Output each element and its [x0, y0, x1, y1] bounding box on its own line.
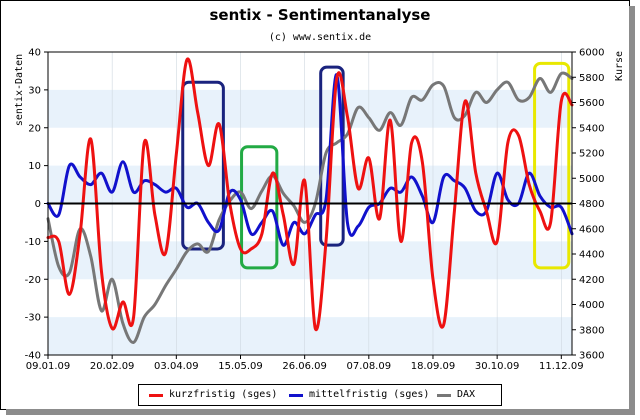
y-tick-label-right: 5800: [579, 73, 604, 84]
x-tick-label: 09.01.09: [26, 361, 71, 372]
series-line-mittelfristig: [46, 73, 574, 247]
series-line-dax: [46, 71, 574, 344]
grid-band: [48, 317, 572, 355]
y-tick-label-right: 6000: [579, 48, 604, 59]
x-tick-label: 30.10.09: [475, 361, 520, 372]
x-tick-label: 11.12.09: [539, 361, 584, 372]
series-lines: [46, 57, 574, 344]
frame-shadow-right: [629, 6, 635, 410]
legend-swatch-kurzfristig: [149, 394, 163, 397]
x-tick-label: 15.05.09: [218, 361, 263, 372]
y-tick-label-right: 4800: [579, 199, 604, 210]
y-tick-label-left: -40: [25, 351, 41, 362]
y-axis-title-left: sentix-Daten: [14, 54, 25, 126]
highlight-box-4: [533, 61, 571, 270]
legend-label-mittelfristig: mittelfristig (sges): [309, 389, 430, 400]
y-tick-label-right: 4600: [579, 224, 604, 235]
legend: kurzfristig (sges) mittelfristig (sges) …: [138, 384, 502, 406]
y-tick-label-left: 30: [28, 85, 41, 96]
x-tick-label: 07.08.09: [347, 361, 392, 372]
y-tick-label-right: 5600: [579, 98, 604, 109]
y-axis-title-right: Kurse: [614, 51, 625, 81]
y-tick-label-right: 5000: [579, 174, 604, 185]
y-ticks-left: 40 30 20 10 0 -10 -20 -30 -40: [25, 48, 48, 362]
y-tick-label-right: 4000: [579, 300, 604, 311]
legend-swatch-dax: [437, 394, 451, 397]
x-tick-label: 18.09.09: [411, 361, 456, 372]
y-tick-label-left: 40: [28, 48, 41, 59]
y-tick-label-right: 4400: [579, 250, 604, 261]
y-tick-label-left: -20: [25, 275, 41, 286]
y-tick-label-left: 10: [28, 161, 41, 172]
y-ticks-right: 6000 5800 5600 5400 5200 5000 4800 4600 4400 4200…: [572, 48, 604, 362]
y-tick-label-left: 20: [28, 123, 41, 134]
legend-label-kurzfristig: kurzfristig (sges): [169, 389, 278, 400]
x-tick-label: 20.02.09: [90, 361, 135, 372]
x-ticks: 09.01.09 20.02.09 03.04.09 15.05.09 26.06.09…: [26, 355, 584, 372]
frame-shadow-bottom: [6, 409, 635, 415]
series-line-kurzfristig: [46, 57, 574, 332]
x-tick-label: 26.06.09: [282, 361, 327, 372]
y-tick-label-right: 5200: [579, 149, 604, 160]
y-tick-label-left: -30: [25, 313, 41, 324]
grid-band: [48, 165, 572, 204]
legend-label-dax: DAX: [457, 389, 476, 400]
y-tick-label-right: 4200: [579, 275, 604, 286]
y-tick-label-right: 5400: [579, 123, 604, 134]
y-tick-label-left: 0: [35, 199, 41, 210]
x-tick-label: 03.04.09: [154, 361, 199, 372]
grid-band: [48, 89, 572, 128]
chart-subtitle: (c) www.sentix.de: [268, 32, 372, 43]
y-tick-label-left: -10: [25, 237, 41, 248]
legend-swatch-mittelfristig: [289, 394, 303, 397]
chart-title: sentix - Sentimentanalyse: [209, 6, 431, 24]
y-tick-label-right: 3800: [579, 325, 604, 336]
y-tick-label-right: 3600: [579, 351, 604, 362]
